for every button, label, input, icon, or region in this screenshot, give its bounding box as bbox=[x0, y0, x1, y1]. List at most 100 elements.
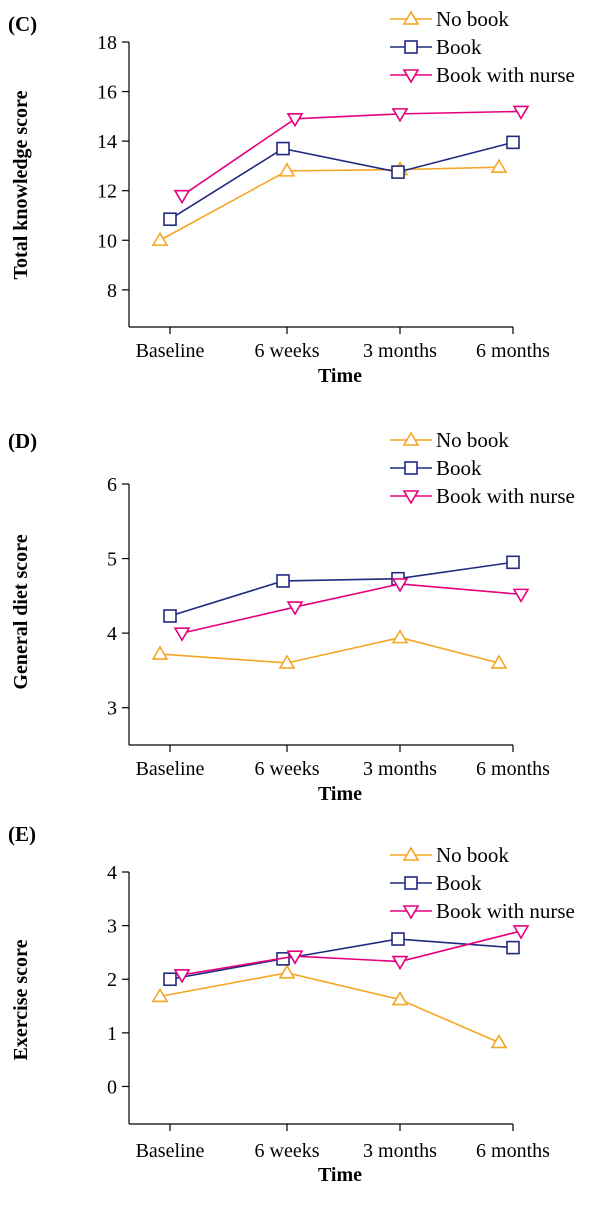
data-point-2 bbox=[173, 189, 191, 205]
legend-label: Book with nurse bbox=[436, 63, 575, 87]
data-point-2 bbox=[391, 955, 409, 971]
x-tick-label: 6 weeks bbox=[255, 1140, 320, 1162]
data-point-0 bbox=[151, 987, 169, 1003]
data-point-0 bbox=[278, 964, 296, 979]
data-point-1 bbox=[276, 574, 290, 588]
y-tick-label: 12 bbox=[97, 181, 117, 203]
data-point-1 bbox=[506, 555, 520, 570]
legend-marker bbox=[402, 905, 420, 920]
series-line-0 bbox=[159, 636, 500, 664]
legend-marker bbox=[404, 876, 418, 890]
legend-label: Book with nurse bbox=[436, 484, 575, 508]
legend-marker bbox=[402, 431, 420, 446]
data-point-1 bbox=[163, 609, 177, 623]
data-point-0 bbox=[151, 645, 169, 660]
y-tick-label: 2 bbox=[107, 969, 117, 991]
data-point-2 bbox=[391, 108, 409, 123]
legend-marker bbox=[402, 69, 420, 84]
data-point-0 bbox=[490, 158, 508, 173]
y-axis-title: Total knowledge score bbox=[10, 90, 32, 279]
data-point-2 bbox=[512, 588, 530, 603]
data-point-1 bbox=[276, 141, 290, 156]
legend-marker bbox=[404, 461, 418, 475]
data-point-0 bbox=[391, 991, 409, 1006]
data-point-1 bbox=[163, 972, 177, 987]
series-line-0 bbox=[159, 971, 500, 1044]
x-tick-label: 6 months bbox=[476, 1140, 550, 1162]
data-point-2 bbox=[286, 601, 304, 616]
y-tick-label: 10 bbox=[97, 230, 117, 252]
series-line-2 bbox=[181, 110, 522, 197]
data-point-1 bbox=[163, 212, 177, 226]
legend-label: No book bbox=[436, 843, 509, 867]
legend-label: Book bbox=[436, 35, 482, 59]
y-tick-label: 5 bbox=[107, 549, 117, 571]
data-point-0 bbox=[490, 1033, 508, 1049]
data-point-2 bbox=[286, 113, 304, 128]
panel-label: (E) bbox=[8, 822, 36, 846]
data-point-0 bbox=[278, 162, 296, 177]
legend-marker bbox=[402, 10, 420, 25]
x-tick-label: Baseline bbox=[136, 1140, 205, 1162]
data-point-0 bbox=[391, 629, 409, 644]
x-tick-label: 3 months bbox=[363, 1140, 437, 1162]
y-tick-label: 14 bbox=[97, 131, 117, 153]
data-point-0 bbox=[490, 654, 508, 669]
data-point-0 bbox=[151, 231, 169, 247]
y-tick-label: 0 bbox=[107, 1076, 117, 1098]
series-line-1 bbox=[169, 141, 514, 220]
data-point-2 bbox=[173, 627, 191, 642]
x-tick-label: 6 weeks bbox=[255, 758, 320, 780]
legend-marker bbox=[402, 846, 420, 861]
chart-panel-1: (D) 3 4 5 6 Baseline 6 weeks 3 months 6 months Ti… bbox=[8, 428, 575, 805]
data-point-2 bbox=[512, 925, 530, 940]
y-tick-label: 4 bbox=[107, 862, 117, 884]
x-tick-label: Baseline bbox=[136, 340, 205, 362]
y-tick-label: 8 bbox=[107, 280, 117, 302]
x-tick-label: Baseline bbox=[136, 758, 205, 780]
series-line-1 bbox=[169, 938, 514, 981]
legend-label: Book with nurse bbox=[436, 899, 575, 923]
legend-label: No book bbox=[436, 428, 509, 452]
data-point-1 bbox=[391, 932, 405, 946]
x-axis-title: Time bbox=[318, 1164, 362, 1186]
data-point-0 bbox=[278, 654, 296, 669]
data-point-2 bbox=[512, 105, 530, 120]
series-line-0 bbox=[159, 166, 500, 241]
x-tick-label: 3 months bbox=[363, 758, 437, 780]
y-tick-label: 3 bbox=[107, 916, 117, 938]
y-tick-label: 4 bbox=[107, 623, 117, 645]
y-tick-label: 18 bbox=[97, 32, 117, 54]
y-axis-title: General diet score bbox=[10, 534, 32, 689]
y-axis-title: Exercise score bbox=[10, 939, 32, 1060]
legend-marker bbox=[402, 490, 420, 505]
panel-label: (D) bbox=[8, 429, 37, 453]
y-tick-label: 6 bbox=[107, 474, 117, 496]
data-point-1 bbox=[391, 165, 405, 179]
data-point-1 bbox=[506, 940, 520, 955]
x-tick-label: 6 months bbox=[476, 340, 550, 362]
x-tick-label: 3 months bbox=[363, 340, 437, 362]
legend-label: Book bbox=[436, 871, 482, 895]
data-point-2 bbox=[286, 950, 304, 965]
x-axis-title: Time bbox=[318, 783, 362, 805]
data-point-2 bbox=[391, 578, 409, 593]
legend-label: No book bbox=[436, 7, 509, 31]
series-line-2 bbox=[181, 930, 522, 976]
x-tick-label: 6 months bbox=[476, 758, 550, 780]
x-axis-title: Time bbox=[318, 365, 362, 387]
data-point-2 bbox=[173, 969, 191, 984]
chart-panel-2: (E) 0 1 2 3 4 Baseline 6 weeks 3 months 6 months T… bbox=[8, 822, 575, 1186]
chart-panel-0: (C) 8 10 12 14 16 18 Baseline 6 weeks 3 months 6 m… bbox=[8, 7, 575, 387]
series-line-1 bbox=[169, 561, 514, 617]
x-tick-label: 6 weeks bbox=[255, 340, 320, 362]
y-tick-label: 1 bbox=[107, 1023, 117, 1045]
series-line-2 bbox=[181, 583, 522, 634]
legend-label: Book bbox=[436, 456, 482, 480]
panel-label: (C) bbox=[8, 12, 37, 36]
data-point-1 bbox=[506, 135, 520, 150]
legend-marker bbox=[404, 40, 418, 54]
y-tick-label: 3 bbox=[107, 698, 117, 720]
y-tick-label: 16 bbox=[97, 82, 117, 104]
